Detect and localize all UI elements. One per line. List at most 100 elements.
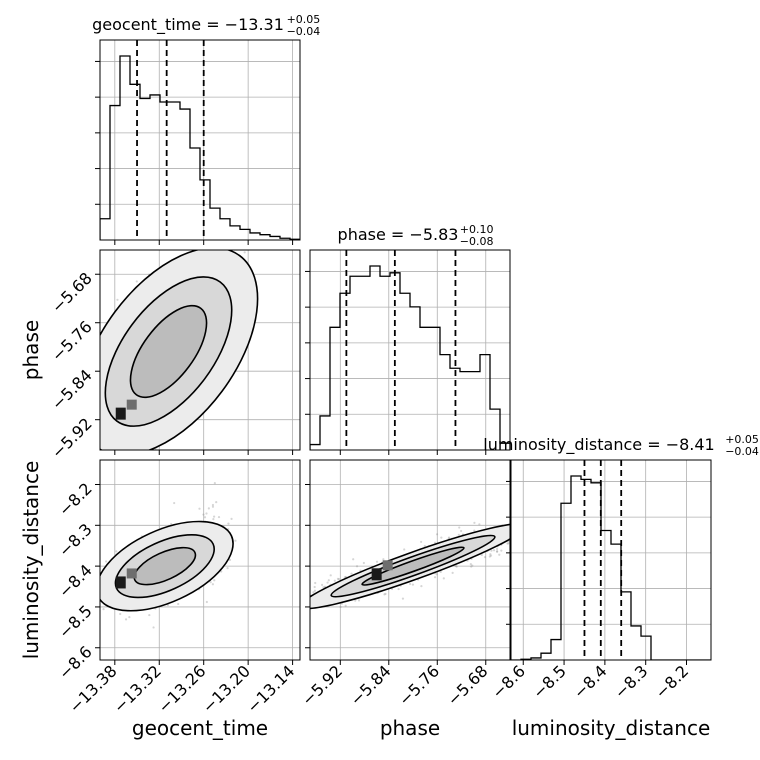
sample-point xyxy=(116,461,118,463)
sample-point xyxy=(397,587,400,591)
sample-point xyxy=(339,605,342,609)
histogram-bar xyxy=(561,503,571,660)
sample-point xyxy=(322,586,325,589)
x-tick-label: −13.20 xyxy=(199,661,254,716)
histogram-bar xyxy=(150,95,160,240)
sample-point xyxy=(433,576,437,579)
sample-point xyxy=(128,616,131,619)
sample-point xyxy=(152,626,155,629)
sample-point xyxy=(492,549,496,552)
sample-point xyxy=(507,542,510,545)
title-plus-error: +0.10 xyxy=(460,223,494,236)
sample-point xyxy=(228,558,232,562)
panel-title: luminosity_distance = −8.41 xyxy=(483,435,714,455)
histogram-bars xyxy=(100,55,300,240)
sample-point xyxy=(451,571,454,574)
panel-title: phase = −5.83 xyxy=(338,225,459,244)
histogram-bar xyxy=(400,293,410,450)
sample-point xyxy=(439,570,442,574)
sample-point xyxy=(355,565,359,568)
sample-point xyxy=(382,558,385,561)
sample-point xyxy=(112,461,114,463)
sample-point xyxy=(454,564,457,568)
histogram-panel-geocent_time: geocent_time = −13.31 +0.05−0.04 xyxy=(92,13,320,245)
sample-point xyxy=(480,553,483,557)
sample-point xyxy=(213,515,216,518)
sample-point xyxy=(458,526,461,529)
histogram-bar xyxy=(440,355,450,450)
sample-point xyxy=(232,248,234,250)
contour-level-3 xyxy=(133,546,197,586)
sample-point xyxy=(212,518,215,521)
sample-point xyxy=(498,553,501,556)
histogram-bar xyxy=(160,102,170,240)
sample-point xyxy=(409,582,412,586)
sample-point xyxy=(447,536,451,539)
y-axis-label-luminosity_distance: luminosity_distance xyxy=(19,461,43,660)
histogram-bar xyxy=(260,235,270,240)
histogram-bar xyxy=(320,416,330,450)
sample-point xyxy=(148,613,151,617)
density-panel-geocent_time-luminosity_distance: −13.38−13.32−13.26−13.20−13.14−8.6−8.5−8… xyxy=(55,459,301,717)
histogram-panel-luminosity_distance: −8.6 −8.5 −8.4 −8.3 −8.2 luminosity_distance … xyxy=(483,433,759,702)
sample-point xyxy=(320,583,324,586)
sample-point xyxy=(103,454,105,456)
histogram-bar xyxy=(591,483,601,660)
density-content xyxy=(310,521,514,610)
sample-point xyxy=(143,466,145,468)
sample-point xyxy=(375,560,379,563)
histogram-bar xyxy=(250,233,260,240)
sample-point xyxy=(362,561,365,565)
sample-point xyxy=(213,482,216,485)
sample-point xyxy=(384,592,387,595)
sample-point xyxy=(124,618,128,621)
sample-point xyxy=(186,244,188,246)
x-tick-label: −5.92 xyxy=(298,661,346,709)
histogram-step-line xyxy=(100,55,300,240)
title-minus-error: −0.04 xyxy=(287,25,321,38)
histogram-bar xyxy=(180,109,190,240)
sample-point xyxy=(357,599,361,602)
sample-point xyxy=(512,531,514,533)
histogram-step-line xyxy=(310,265,510,450)
y-tick-label: −5.76 xyxy=(48,317,96,365)
sample-point xyxy=(423,544,426,548)
sample-point xyxy=(115,550,118,553)
panel-frame xyxy=(99,249,301,451)
sample-point xyxy=(478,523,481,526)
density-content xyxy=(100,241,259,518)
histogram-bar xyxy=(230,226,240,240)
sample-point xyxy=(473,521,476,524)
x-axis-label-luminosity_distance: luminosity_distance xyxy=(512,716,711,740)
panel-title: geocent_time = −13.31 xyxy=(92,15,284,35)
sample-point xyxy=(243,251,246,254)
density-content xyxy=(100,482,237,629)
density-cell xyxy=(126,399,137,410)
sample-point xyxy=(223,244,225,246)
sample-point xyxy=(337,578,341,581)
sample-point xyxy=(383,593,386,596)
sample-point xyxy=(233,241,235,243)
y-tick-label: −5.92 xyxy=(48,414,96,462)
sample-point xyxy=(126,516,128,518)
histogram-bars xyxy=(310,265,510,450)
panel-frame xyxy=(309,249,511,451)
sample-point xyxy=(104,560,108,563)
y-tick-label: −8.6 xyxy=(55,642,96,683)
y-tick-label: −8.3 xyxy=(55,520,96,561)
x-tick-label: −8.4 xyxy=(570,661,611,702)
histogram-bar xyxy=(541,653,551,660)
sample-point xyxy=(329,574,332,577)
histogram-bar xyxy=(420,327,430,450)
x-tick-label: −13.32 xyxy=(110,661,165,716)
density-cell xyxy=(126,568,137,579)
sample-point xyxy=(120,456,122,458)
sample-point xyxy=(227,522,230,525)
histogram-bar xyxy=(170,102,180,240)
histogram-bar xyxy=(140,98,150,240)
histogram-bar xyxy=(110,106,120,240)
sample-point xyxy=(231,242,233,244)
x-tick-label: −13.26 xyxy=(154,661,209,716)
x-tick-label: −8.2 xyxy=(651,661,692,702)
sample-point xyxy=(442,577,445,580)
